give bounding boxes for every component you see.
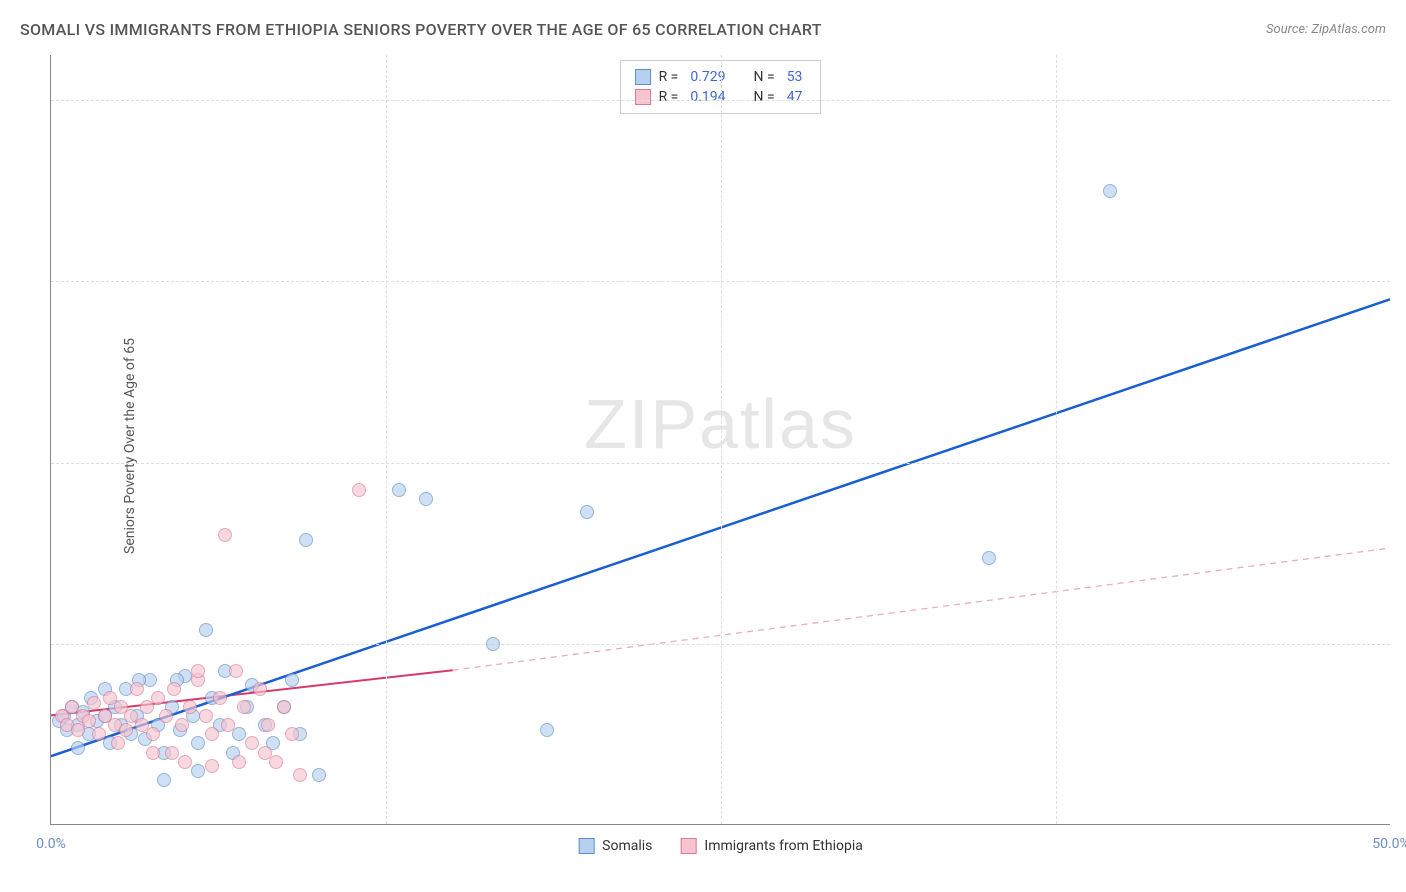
data-point [229,664,243,678]
data-point [232,727,246,741]
data-point [293,768,307,782]
y-tick-label: 80.0% [1395,92,1406,108]
data-point [82,714,96,728]
data-point [312,768,326,782]
data-point [1103,184,1117,198]
data-point [159,709,173,723]
legend-item-ethiopia: Immigrants from Ethiopia [680,838,862,854]
data-point [245,736,259,750]
data-point [277,700,291,714]
data-point [258,746,272,760]
watermark-thin: atlas [699,385,857,463]
r-value-ethiopia: 0.194 [686,89,729,105]
data-point [146,727,160,741]
data-point [285,727,299,741]
data-point [392,483,406,497]
data-point [191,664,205,678]
legend-swatch-icon [578,838,594,854]
data-point [146,746,160,760]
data-point [178,755,192,769]
y-tick-label: 60.0% [1395,273,1406,289]
legend-swatch-ethiopia [635,89,651,105]
data-point [253,682,267,696]
data-point [199,623,213,637]
data-point [165,746,179,760]
data-point [175,718,189,732]
legend-label-somalis: Somalis [602,838,652,854]
data-point [183,700,197,714]
legend-swatch-somalis [635,69,651,85]
plot-area: ZIPatlas R = 0.729 N = 53 R = 0.194 N = … [50,55,1390,825]
data-point [232,755,246,769]
data-point [261,718,275,732]
y-tick-label: 20.0% [1395,636,1406,652]
gridline-vertical [721,55,722,824]
data-point [167,682,181,696]
x-tick-label: 50.0% [1372,836,1406,852]
data-point [285,673,299,687]
data-point [92,727,106,741]
legend-swatch-icon [680,838,696,854]
data-point [157,773,171,787]
data-point [299,533,313,547]
legend-label-ethiopia: Immigrants from Ethiopia [704,838,862,854]
watermark-bold: ZIP [584,385,699,463]
data-point [191,736,205,750]
data-point [71,741,85,755]
data-point [221,718,235,732]
n-value-ethiopia: 47 [783,89,807,105]
data-point [213,691,227,705]
n-label: N = [754,69,775,85]
data-point [580,505,594,519]
data-point [352,483,366,497]
data-point [218,528,232,542]
data-point [269,755,283,769]
series-legend: Somalis Immigrants from Ethiopia [578,838,863,854]
gridline-vertical [386,55,387,824]
data-point [199,709,213,723]
source-attribution: Source: ZipAtlas.com [1266,22,1386,37]
data-point [540,723,554,737]
r-label: R = [659,89,679,105]
r-label: R = [659,69,679,85]
data-point [87,696,101,710]
y-tick-label: 40.0% [1395,455,1406,471]
data-point [151,691,165,705]
correlation-chart: SOMALI VS IMMIGRANTS FROM ETHIOPIA SENIO… [0,0,1406,892]
gridline-vertical [1056,55,1057,824]
data-point [486,637,500,651]
data-point [119,723,133,737]
data-point [205,759,219,773]
data-point [205,727,219,741]
data-point [191,764,205,778]
data-point [419,492,433,506]
data-point [111,736,125,750]
data-point [237,700,251,714]
r-value-somalis: 0.729 [686,69,729,85]
data-point [130,682,144,696]
legend-item-somalis: Somalis [578,838,652,854]
x-tick-label: 0.0% [36,836,66,852]
n-label: N = [754,89,775,105]
chart-title: SOMALI VS IMMIGRANTS FROM ETHIOPIA SENIO… [20,20,822,39]
data-point [982,551,996,565]
n-value-somalis: 53 [783,69,807,85]
